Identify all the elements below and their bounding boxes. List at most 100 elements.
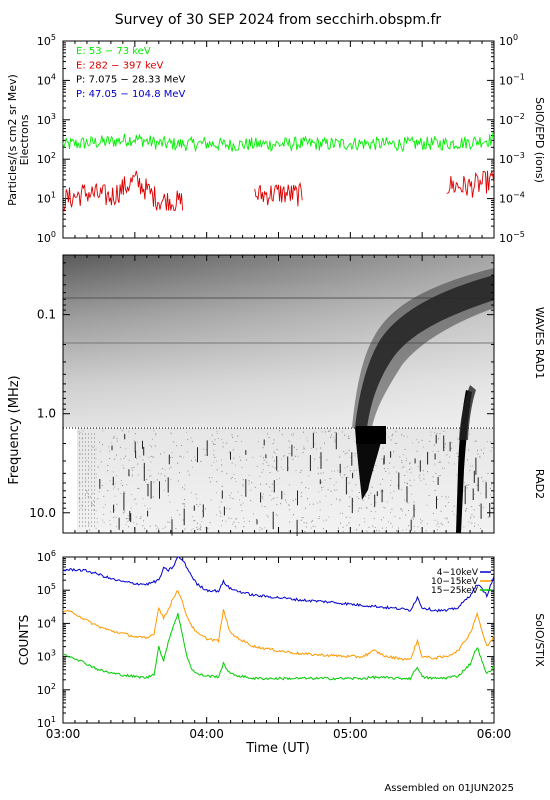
rad2-speckle [196,498,198,500]
rad2-speckle [184,484,186,486]
rad2-speckle [288,530,290,532]
rad2-speckle [318,517,320,519]
rad2-speckle [426,523,428,525]
rad2-speckle [413,518,414,520]
rad2-speckle [191,529,193,531]
rad2-speckle [232,523,234,525]
rad2-speckle [92,492,94,494]
rad2-speckle [396,471,398,473]
rad2-speckle [172,456,174,458]
rad2-speckle [179,514,181,516]
rad2-speckle [112,437,114,439]
rad2-speckle [177,510,179,512]
rad2-speckle [416,439,418,441]
rad2-speckle [231,462,233,464]
rad2-speckle [408,469,410,470]
rad2-speckle [349,496,351,498]
rad2-speckle [170,457,172,459]
rad2-speckle [238,522,240,523]
rad2-speckle [114,435,116,437]
particles-ylabel-electrons: Electrons [18,114,31,165]
rad2-speckle [348,435,350,437]
rad2-speckle [182,519,184,521]
stix-ytick-label: 102 [37,682,56,697]
rad2-speckle [268,437,270,439]
rad2-speckle [267,433,269,435]
rad2-speckle [314,458,316,460]
rad2-speckle [303,517,305,519]
rad2-speckle [314,526,316,528]
rad2-speckle [375,511,377,513]
rad2-speckle [450,447,452,449]
rad2-speckle [301,482,303,484]
rad2-speckle [207,527,209,529]
rad2-speckle [348,437,350,439]
rad2-speckle [319,516,320,517]
rad2-speckle [293,446,295,448]
rad2-speckle [321,481,323,483]
rad2-speckle [444,517,446,519]
rad2-speckle [111,442,113,444]
rad2-speckle [381,519,382,521]
rad2-speckle [344,474,346,475]
rad2-speckle [449,456,451,458]
rad2-speckle [152,456,154,458]
stix-time-axis: 03:00 04:00 05:00 06:00 [46,557,511,741]
rad2-speckle [91,502,93,504]
rad2-speckle [250,500,252,502]
rad2-speckle [398,527,399,529]
rad2-speckle [371,486,373,488]
rad2-speckle [158,528,160,530]
rad2-speckle [87,496,89,497]
rad2-speckle [324,479,326,481]
particles-right-ytick-label-base: 10 [499,232,513,245]
rad2-speckle [410,471,412,473]
rad2-speckle [446,517,448,519]
rad2-speckle [82,430,84,432]
rad2-speckle [147,508,149,510]
rad2-speckle [445,505,447,507]
rad2-speckle [232,449,234,451]
particles-series-line [62,169,495,212]
particles-ytick-label-exp: 5 [51,33,56,42]
rad2-speckle [264,506,266,508]
rad2-speckle [93,500,95,502]
rad2-speckle [438,475,440,477]
rad2-speckle [164,469,166,471]
rad2-speckle [469,465,471,467]
rad2-speckle [318,491,320,493]
rad2-speckle [322,472,324,474]
rad2-speckle [457,456,459,457]
rad2-speckle [334,439,336,441]
rad2-speckle [214,444,216,445]
rad2-speckle [362,500,364,501]
rad2-speckle [281,458,283,460]
rad2-speckle [414,509,416,511]
rad2-speckle [491,484,493,486]
rad2-speckle [430,431,432,433]
rad2-speckle [348,505,350,507]
rad2-speckle [128,526,130,528]
rad2-speckle [340,522,341,524]
rad2-speckle [417,466,419,468]
rad2-speckle [418,475,420,477]
rad2-speckle [438,526,440,528]
rad2-speckle [372,470,374,472]
rad2-speckle [144,505,146,507]
rad2-speckle [289,521,291,523]
rad2-speckle [480,449,482,451]
rad2-speckle [329,430,331,432]
rad2-speckle [103,506,105,508]
rad2-speckle [451,511,453,512]
rad2-speckle [191,460,192,462]
rad2-speckle [357,463,359,465]
rad2-speckle [370,503,372,505]
rad2-speckle [145,481,147,483]
rad2-speckle [417,526,419,528]
rad2-speckle [79,498,81,500]
rad2-speckle [250,489,252,491]
rad2-speckle [229,495,231,497]
rad2-speckle [134,440,135,442]
rad2-speckle [341,431,343,433]
stix-series-line [62,590,495,661]
